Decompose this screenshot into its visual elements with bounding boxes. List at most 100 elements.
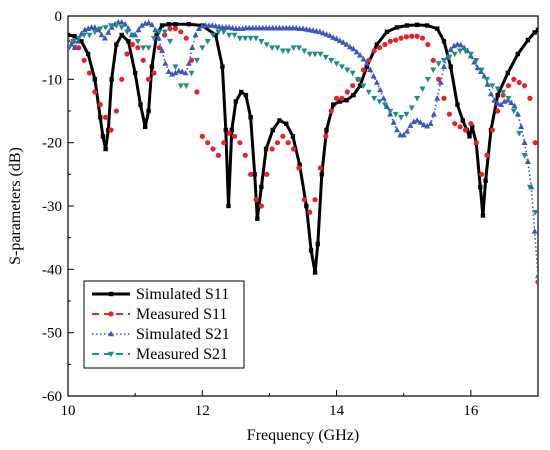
data-point bbox=[290, 134, 296, 139]
data-point bbox=[167, 26, 173, 32]
data-point bbox=[330, 34, 337, 40]
data-point bbox=[279, 48, 286, 55]
data-point bbox=[237, 140, 243, 146]
data-point bbox=[383, 103, 390, 109]
data-point bbox=[489, 127, 495, 133]
data-point bbox=[336, 37, 343, 43]
data-point bbox=[374, 42, 380, 47]
data-point bbox=[337, 99, 343, 104]
data-point bbox=[447, 46, 454, 52]
data-point bbox=[505, 83, 512, 89]
data-point bbox=[148, 21, 155, 28]
data-point bbox=[167, 39, 174, 45]
data-point bbox=[363, 60, 370, 66]
data-point bbox=[107, 23, 114, 29]
data-point bbox=[414, 33, 420, 39]
data-point bbox=[365, 89, 372, 96]
data-point bbox=[166, 22, 171, 27]
data-point bbox=[419, 86, 426, 93]
data-point bbox=[172, 69, 179, 76]
data-point bbox=[338, 64, 345, 70]
data-point bbox=[162, 60, 169, 66]
y-tick-label: -60 bbox=[42, 389, 62, 405]
data-point bbox=[515, 51, 521, 57]
data-point bbox=[135, 26, 142, 33]
data-point bbox=[108, 291, 114, 297]
data-point bbox=[149, 64, 155, 69]
data-point bbox=[414, 96, 421, 102]
data-point bbox=[505, 96, 512, 102]
data-point bbox=[195, 25, 202, 31]
data-point bbox=[516, 79, 522, 86]
data-point bbox=[253, 197, 259, 203]
data-point bbox=[441, 58, 447, 64]
data-point bbox=[435, 61, 442, 67]
data-point bbox=[252, 172, 257, 177]
data-point bbox=[307, 209, 313, 215]
data-point bbox=[484, 152, 490, 158]
data-point bbox=[226, 203, 231, 209]
data-point bbox=[183, 83, 190, 89]
data-point bbox=[471, 58, 478, 65]
data-point bbox=[430, 57, 436, 63]
data-point bbox=[451, 51, 458, 58]
data-point bbox=[344, 67, 351, 74]
data-point bbox=[532, 140, 538, 146]
data-point bbox=[319, 172, 324, 177]
series-measured-s21 bbox=[68, 23, 538, 216]
data-point bbox=[280, 133, 286, 139]
data-point bbox=[479, 171, 485, 177]
data-point bbox=[146, 108, 151, 114]
data-point bbox=[155, 34, 162, 41]
data-point bbox=[189, 44, 196, 50]
data-point bbox=[521, 153, 528, 159]
data-point bbox=[462, 48, 469, 55]
data-point bbox=[223, 127, 228, 133]
data-point bbox=[344, 98, 349, 103]
data-point bbox=[500, 89, 507, 96]
data-point bbox=[457, 124, 463, 130]
data-point bbox=[204, 39, 211, 45]
data-point bbox=[480, 213, 486, 218]
data-point bbox=[394, 126, 400, 133]
data-point bbox=[323, 31, 330, 37]
data-point bbox=[210, 146, 216, 152]
data-point bbox=[331, 102, 336, 107]
data-point bbox=[263, 146, 269, 152]
data-point bbox=[248, 115, 253, 120]
data-point bbox=[403, 111, 410, 118]
data-point bbox=[248, 171, 254, 177]
data-point bbox=[213, 32, 218, 38]
data-point bbox=[156, 29, 163, 36]
data-point bbox=[172, 64, 179, 70]
x-axis-title: Frequency (GHz) bbox=[247, 427, 359, 444]
legend-items: Simulated S11 Measured S11 Simulated S21 Me… bbox=[92, 286, 230, 363]
data-point bbox=[226, 130, 232, 136]
data-point bbox=[215, 29, 222, 36]
data-point bbox=[430, 67, 437, 74]
data-point bbox=[215, 152, 221, 158]
data-point bbox=[97, 26, 104, 32]
data-point bbox=[220, 64, 225, 69]
data-point bbox=[98, 115, 103, 120]
data-point bbox=[86, 32, 93, 39]
data-point bbox=[404, 23, 410, 28]
data-point bbox=[192, 31, 199, 38]
data-point bbox=[285, 140, 291, 146]
data-point bbox=[108, 330, 114, 337]
data-point bbox=[231, 133, 238, 139]
data-point bbox=[532, 30, 537, 35]
data-point bbox=[446, 54, 453, 61]
data-point bbox=[384, 29, 390, 35]
data-point bbox=[274, 140, 281, 146]
data-point bbox=[317, 165, 324, 171]
data-point bbox=[400, 131, 407, 138]
data-point bbox=[124, 29, 131, 36]
data-point bbox=[407, 122, 414, 128]
data-point bbox=[247, 35, 254, 42]
data-point bbox=[467, 51, 474, 58]
x-tick-label: 16 bbox=[463, 403, 479, 419]
data-point bbox=[376, 99, 383, 105]
data-point bbox=[135, 45, 141, 51]
